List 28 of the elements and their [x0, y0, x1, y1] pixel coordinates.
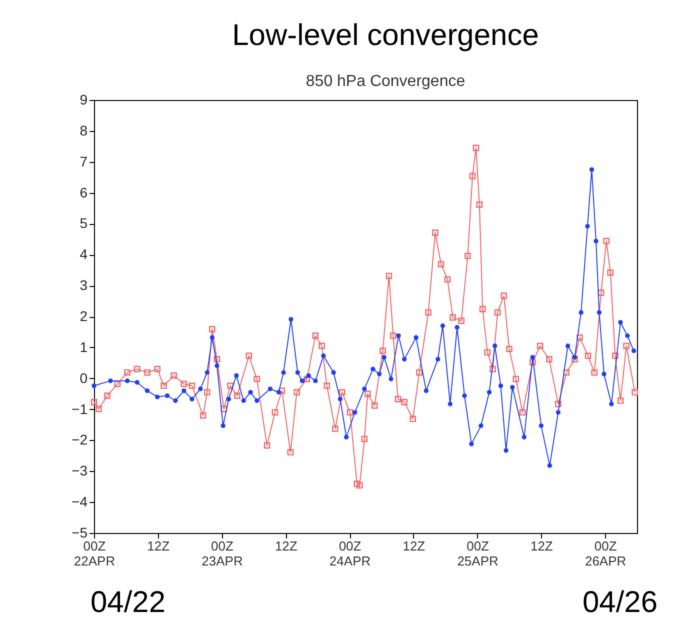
y-tick-label: −4: [72, 494, 88, 510]
y-tick-label: 7: [80, 153, 88, 170]
y-tick-label: 1: [80, 338, 88, 355]
chart-subtitle: 850 hPa Convergence: [306, 73, 466, 90]
y-tick-label: 9: [80, 92, 88, 108]
chart-title: Low-level convergence: [232, 19, 539, 52]
y-tick-label: 4: [80, 246, 88, 262]
x-tick-label: 00Z 25APR: [457, 538, 498, 568]
x-tick-label: 00Z 23APR: [202, 538, 243, 568]
y-tick-label: 5: [80, 215, 88, 232]
x-tick-label: 12Z: [402, 538, 426, 554]
text: 04/26: [582, 586, 658, 619]
y-tick-label: −5: [72, 524, 88, 540]
y-tick-label: −1: [72, 400, 88, 417]
x-tick-label: 00Z 24APR: [329, 538, 371, 568]
y-tick-label: −3: [72, 462, 88, 479]
x-tick-label: 00Z 22APR: [74, 538, 116, 568]
y-tick-label: 3: [80, 277, 88, 294]
x-tick-label: 12Z: [274, 538, 298, 554]
y-tick-label: 6: [80, 184, 88, 200]
y-tick-label: 0: [80, 370, 88, 386]
x-tick-label: 12Z: [147, 538, 170, 554]
x-tick-label: 12Z: [530, 538, 553, 554]
y-tick-label: 2: [80, 308, 88, 324]
y-tick-label: −2: [72, 432, 88, 448]
y-tick-label: 8: [80, 122, 88, 138]
text: 04/22: [90, 586, 166, 619]
x-tick-label: 00Z 26APR: [584, 538, 626, 568]
